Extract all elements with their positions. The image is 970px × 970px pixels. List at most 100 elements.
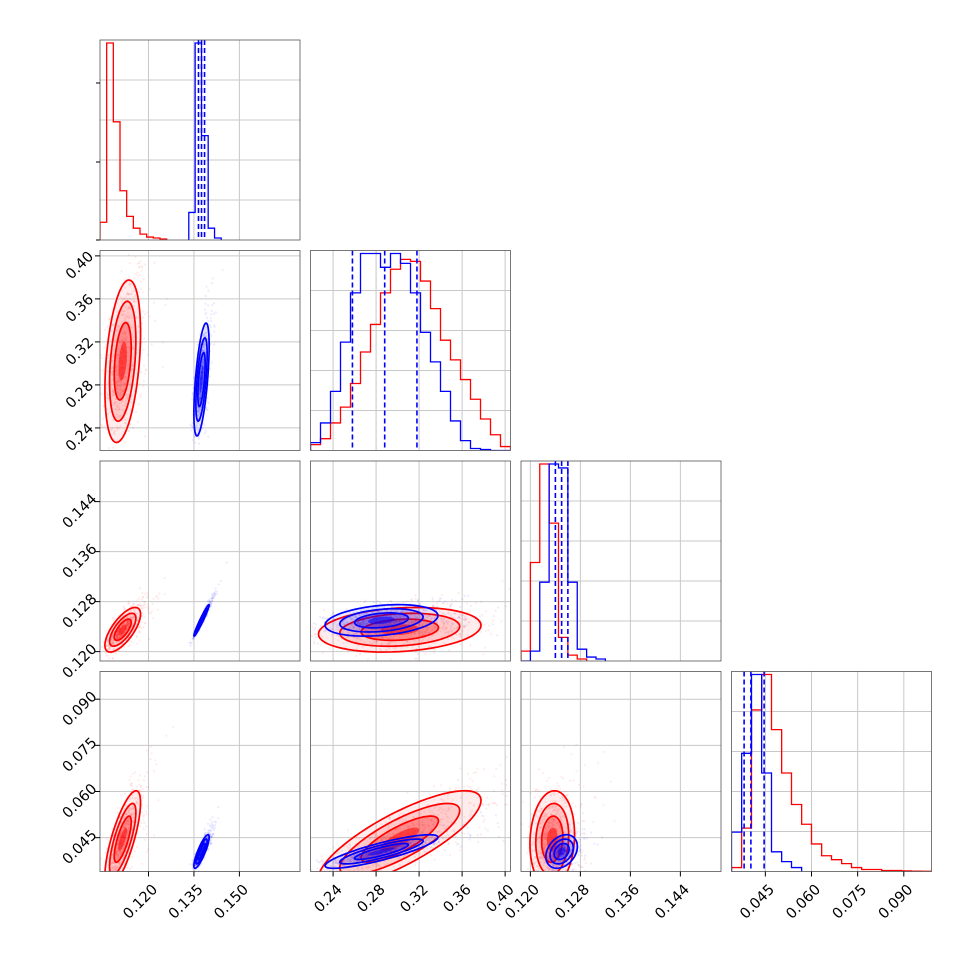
sample-point <box>109 887 111 889</box>
sample-point <box>118 427 121 430</box>
sample-point <box>376 624 379 627</box>
sample-point <box>102 405 105 408</box>
sample-point <box>145 813 148 816</box>
sample-point <box>130 326 133 329</box>
sample-point <box>122 339 126 343</box>
sample-point <box>130 316 133 320</box>
sample-point <box>463 618 467 621</box>
sample-point <box>118 379 121 382</box>
sample-point <box>199 397 202 400</box>
sample-point <box>193 441 196 444</box>
sample-point <box>105 898 107 900</box>
sample-point <box>142 815 145 818</box>
sample-point <box>360 624 363 627</box>
sample-point <box>143 821 146 825</box>
sample-point <box>211 599 214 602</box>
sample-point <box>133 771 137 774</box>
density-fill <box>199 616 204 625</box>
sample-point <box>459 632 462 636</box>
sample-point <box>324 617 327 620</box>
sample-point <box>201 333 205 336</box>
sample-point <box>352 636 355 639</box>
sample-point <box>445 628 448 631</box>
sample-point <box>131 807 135 811</box>
sample-point <box>410 621 413 624</box>
sample-point <box>355 647 358 650</box>
sample-point <box>165 734 168 737</box>
sample-point <box>136 271 139 274</box>
sample-point <box>454 599 457 602</box>
sample-point <box>319 624 323 628</box>
sample-point <box>446 602 449 605</box>
sample-point <box>396 609 399 613</box>
sample-point <box>118 649 121 652</box>
sample-point <box>107 873 109 875</box>
sample-point <box>116 376 120 379</box>
sample-point <box>125 819 128 823</box>
sample-point <box>203 349 206 353</box>
sample-point <box>302 633 304 635</box>
sample-point <box>123 816 126 819</box>
sample-point <box>100 893 102 895</box>
sample-point <box>132 772 135 775</box>
sample-point <box>133 811 136 814</box>
sample-point <box>110 866 113 869</box>
sample-point <box>111 387 114 390</box>
sample-point <box>127 817 130 820</box>
sample-point <box>119 381 122 384</box>
histogram-panel-0 <box>96 39 301 241</box>
sample-point <box>399 616 402 619</box>
sample-point <box>148 611 151 614</box>
sample-point <box>123 632 126 635</box>
sample-point <box>135 801 138 804</box>
sample-point <box>112 391 115 395</box>
sample-point <box>112 389 115 392</box>
sample-point <box>126 346 129 349</box>
sample-point <box>376 600 379 603</box>
sample-point <box>208 601 211 604</box>
sample-point <box>428 631 431 635</box>
sample-point <box>408 622 411 625</box>
sample-point <box>122 404 125 407</box>
sample-point <box>100 425 103 428</box>
sample-point <box>459 635 462 638</box>
sample-point <box>209 602 212 605</box>
sample-point <box>201 350 204 353</box>
sample-point <box>399 619 402 623</box>
sample-point <box>212 596 215 599</box>
sample-point <box>111 373 114 376</box>
sample-point <box>152 770 155 773</box>
sample-point <box>144 622 147 625</box>
sample-point <box>398 620 401 623</box>
sample-point <box>124 421 127 425</box>
sample-point <box>198 408 201 411</box>
sample-point <box>115 365 118 368</box>
sample-point <box>128 823 131 827</box>
sample-point <box>392 634 395 637</box>
sample-point <box>207 435 210 438</box>
sample-point <box>142 779 146 782</box>
sample-point <box>119 385 122 388</box>
sample-point <box>163 593 166 596</box>
sample-point <box>122 310 125 313</box>
sample-point <box>118 408 121 411</box>
sample-point <box>145 850 148 854</box>
sample-point <box>421 633 424 637</box>
sample-point <box>215 593 218 596</box>
sample-point <box>115 633 118 637</box>
sample-point <box>100 353 102 356</box>
sample-point <box>140 607 143 610</box>
sample-point <box>107 639 110 643</box>
sample-point <box>331 628 335 631</box>
sample-point <box>380 624 383 627</box>
sample-point <box>117 416 120 420</box>
sample-point <box>410 614 413 617</box>
density-contour <box>104 279 142 444</box>
sample-point <box>414 620 417 623</box>
sample-point <box>112 323 116 326</box>
density-contour <box>195 336 209 423</box>
sample-point <box>385 649 388 652</box>
sample-point <box>111 394 115 397</box>
sample-point <box>115 852 118 855</box>
sample-point <box>127 829 130 832</box>
